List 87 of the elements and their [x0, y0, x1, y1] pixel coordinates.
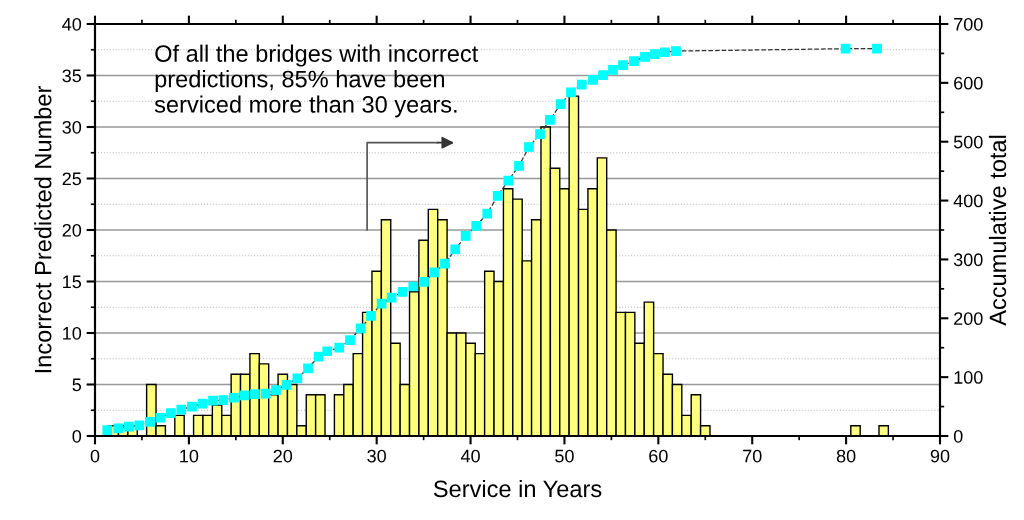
point: [218, 395, 229, 405]
y-tick-label: 15: [63, 275, 82, 289]
point: [576, 79, 587, 90]
x-tick-label: 40: [460, 449, 480, 463]
point: [376, 298, 387, 309]
x-axis-title: Service in Years: [433, 479, 602, 498]
point: [334, 342, 345, 353]
y-tick-label: 20: [62, 223, 82, 237]
point: [397, 286, 408, 297]
point: [239, 390, 250, 401]
point: [514, 160, 524, 171]
point: [197, 398, 208, 409]
point: [145, 417, 155, 427]
point: [471, 221, 482, 231]
point: [598, 70, 608, 81]
point: [134, 420, 145, 431]
point: [303, 363, 313, 374]
point: [408, 281, 419, 292]
x-tick-label: 60: [649, 449, 668, 463]
point: [260, 388, 271, 399]
y2-tick-label: 700: [954, 17, 983, 31]
point: [588, 75, 598, 85]
y2-tick-label: 0: [953, 429, 963, 443]
point: [608, 65, 618, 75]
point: [322, 346, 333, 357]
point: [292, 373, 303, 384]
point: [208, 395, 218, 406]
point: [640, 52, 650, 62]
point: [650, 49, 660, 59]
point: [440, 258, 450, 269]
y2-tick-label: 300: [953, 253, 983, 267]
point: [660, 47, 670, 58]
point: [618, 60, 628, 71]
point: [345, 335, 355, 345]
y2-tick-label: 600: [954, 76, 983, 90]
point: [176, 404, 187, 415]
point: [429, 267, 440, 278]
point: [155, 412, 166, 423]
point: [482, 208, 493, 219]
point: [250, 389, 260, 400]
y2-tick-label: 500: [953, 135, 983, 149]
y2-tick-label: 400: [953, 194, 983, 208]
point: [386, 292, 397, 303]
point: [460, 231, 471, 241]
x-tick-label: 10: [180, 449, 199, 463]
y2-tick-label: 200: [954, 312, 983, 326]
y-tick-label: 40: [62, 17, 82, 31]
point: [503, 175, 514, 186]
x-tick-label: 20: [273, 449, 293, 463]
y-axis-title: Incorrect Predicted Number: [34, 86, 52, 373]
point: [166, 408, 176, 418]
y2-tick-label: 100: [954, 371, 983, 384]
point: [271, 385, 281, 395]
point: [535, 129, 545, 139]
point: [545, 115, 555, 125]
x-tick-label: 80: [836, 449, 856, 463]
x-tick-label: 90: [930, 449, 950, 463]
x-tick-label: 50: [555, 449, 574, 463]
point: [355, 323, 366, 334]
y-tick-label: 35: [62, 69, 82, 83]
y2-axis-title: Accumulative total: [988, 135, 1007, 326]
x-tick-label: 30: [367, 449, 386, 463]
point: [281, 379, 292, 390]
point: [366, 311, 376, 321]
point: [524, 142, 534, 152]
point: [566, 87, 576, 98]
annotation: Of all the bridges with incorrect predictions, 85% have been serviced more than 30 years.: [154, 44, 479, 118]
y-tick-label: 0: [72, 429, 82, 443]
point: [555, 99, 566, 109]
y-tick-label: 10: [63, 326, 82, 340]
point: [450, 244, 461, 255]
point: [419, 276, 429, 287]
x-tick-label: 70: [743, 449, 762, 463]
y-tick-label: 5: [72, 378, 82, 392]
point: [187, 401, 197, 412]
point: [671, 46, 681, 56]
point: [492, 191, 503, 201]
point: [124, 421, 134, 432]
point: [229, 392, 239, 403]
y-tick-label: 25: [62, 172, 82, 186]
y-tick-label: 30: [62, 120, 82, 134]
point: [102, 425, 113, 435]
x-tick-label: 0: [90, 449, 100, 463]
point: [113, 423, 124, 434]
point: [872, 43, 882, 54]
point: [840, 43, 851, 54]
point: [629, 56, 639, 66]
